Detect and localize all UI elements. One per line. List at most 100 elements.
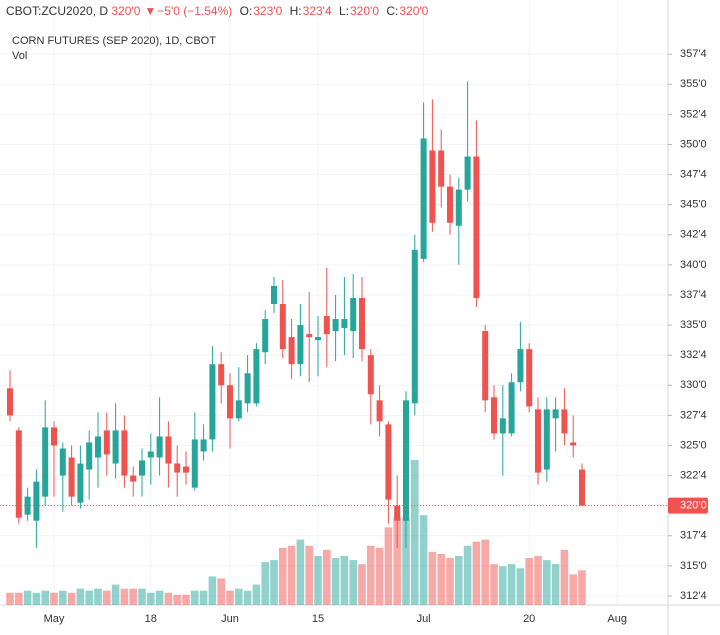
volume-bar <box>455 555 463 605</box>
candle-body <box>235 400 242 419</box>
candle-body <box>271 285 277 305</box>
candle-body <box>86 442 93 470</box>
candle-body <box>253 349 260 404</box>
candle-body <box>473 156 480 298</box>
candle-body <box>15 430 22 518</box>
candle-body <box>455 189 462 226</box>
candle-body <box>191 439 198 488</box>
candle-body <box>42 427 49 497</box>
candle-body <box>95 436 101 458</box>
y-tick-label: 355'0 <box>680 78 707 90</box>
y-tick-label: 342'4 <box>680 229 707 241</box>
volume-bar <box>419 515 428 605</box>
candle-body <box>561 409 568 434</box>
volume-bar <box>279 547 287 605</box>
candle-body <box>491 397 497 434</box>
volume-bar <box>543 560 551 605</box>
volume-bar <box>490 564 498 605</box>
candle-body <box>262 319 269 353</box>
low-key: L: <box>338 4 349 18</box>
candle-body <box>68 457 75 497</box>
volume-bar <box>305 545 313 605</box>
volume-bar <box>155 590 164 605</box>
volume-bar <box>23 590 32 605</box>
volume-bar <box>446 558 454 605</box>
candle-body <box>297 325 304 365</box>
volume-bar <box>411 460 419 605</box>
y-tick-label: 322'4 <box>680 469 707 481</box>
candle-body <box>332 319 339 332</box>
volume-bar <box>340 555 349 605</box>
volume-bar <box>270 560 278 605</box>
volume-bar <box>358 564 366 605</box>
candle-body <box>306 334 313 338</box>
candle-body <box>209 364 216 440</box>
y-tick-label: 327'4 <box>680 409 707 421</box>
last-price-label: 320'0 <box>680 500 707 512</box>
y-tick-label: 357'4 <box>680 48 707 60</box>
volume-bar <box>235 588 243 605</box>
volume-bar <box>147 592 155 605</box>
y-tick-label: 347'4 <box>680 168 707 180</box>
volume-bar <box>111 584 120 605</box>
y-tick-label: 335'0 <box>680 319 707 331</box>
volume-bar <box>463 545 472 605</box>
volume-bar <box>120 588 129 605</box>
volume-bar <box>525 558 533 605</box>
open-key: O: <box>239 4 253 18</box>
volume-bar <box>472 541 481 605</box>
volume-bar <box>569 574 577 605</box>
volume-bar <box>41 590 49 605</box>
y-tick-label: 350'0 <box>680 138 707 150</box>
y-tick-label: 317'4 <box>680 530 707 542</box>
candle-body <box>447 186 453 223</box>
candle-body <box>341 319 348 329</box>
volume-bar <box>287 545 296 605</box>
legend-header: CBOT:ZCU2020, D 320'0 ▼−5'0 (−1.54%) O:32… <box>6 4 432 18</box>
candle-body <box>350 297 357 332</box>
volume-bar <box>331 558 340 605</box>
candle-body <box>367 355 374 395</box>
volume-bar <box>191 590 199 605</box>
candle-body <box>227 385 233 419</box>
volume-bar <box>261 562 269 605</box>
volume-bar <box>375 547 384 605</box>
candle-body <box>279 304 286 350</box>
volume-bar <box>384 527 393 605</box>
volume-bar <box>437 553 445 605</box>
volume-bar <box>15 592 23 605</box>
candle-body <box>183 466 189 473</box>
candle-body <box>385 424 392 500</box>
candle-body <box>200 439 207 452</box>
candle-body <box>499 418 506 434</box>
candle-body <box>482 331 489 401</box>
y-tick-label: 325'0 <box>680 439 707 451</box>
low-value: 320'0 <box>350 4 379 18</box>
volume-bar <box>94 588 102 605</box>
candle-body <box>130 475 137 482</box>
y-tick-label: 352'4 <box>680 108 707 120</box>
candle-body <box>7 388 13 416</box>
volume-bar <box>85 590 93 605</box>
y-tick-label: 315'0 <box>680 560 707 572</box>
x-tick-label: Jun <box>221 613 239 625</box>
volume-bar <box>103 590 111 605</box>
candle-body <box>420 138 427 259</box>
candle-body <box>51 427 57 446</box>
candle-body <box>59 448 66 476</box>
volume-bar <box>138 588 146 605</box>
candle-body <box>394 505 401 521</box>
volume-bar <box>199 590 208 605</box>
candle-body <box>464 156 471 190</box>
candle-body <box>438 150 445 187</box>
volume-bar <box>208 576 217 605</box>
candle-body <box>579 469 585 506</box>
volume-bar <box>393 517 401 605</box>
arrow: ▼ <box>144 4 157 18</box>
candle-body <box>535 409 541 473</box>
volume-bar <box>534 555 542 605</box>
last-value: 320'0 <box>111 4 141 18</box>
volume-bar <box>67 592 76 605</box>
volume-bar <box>551 564 560 605</box>
